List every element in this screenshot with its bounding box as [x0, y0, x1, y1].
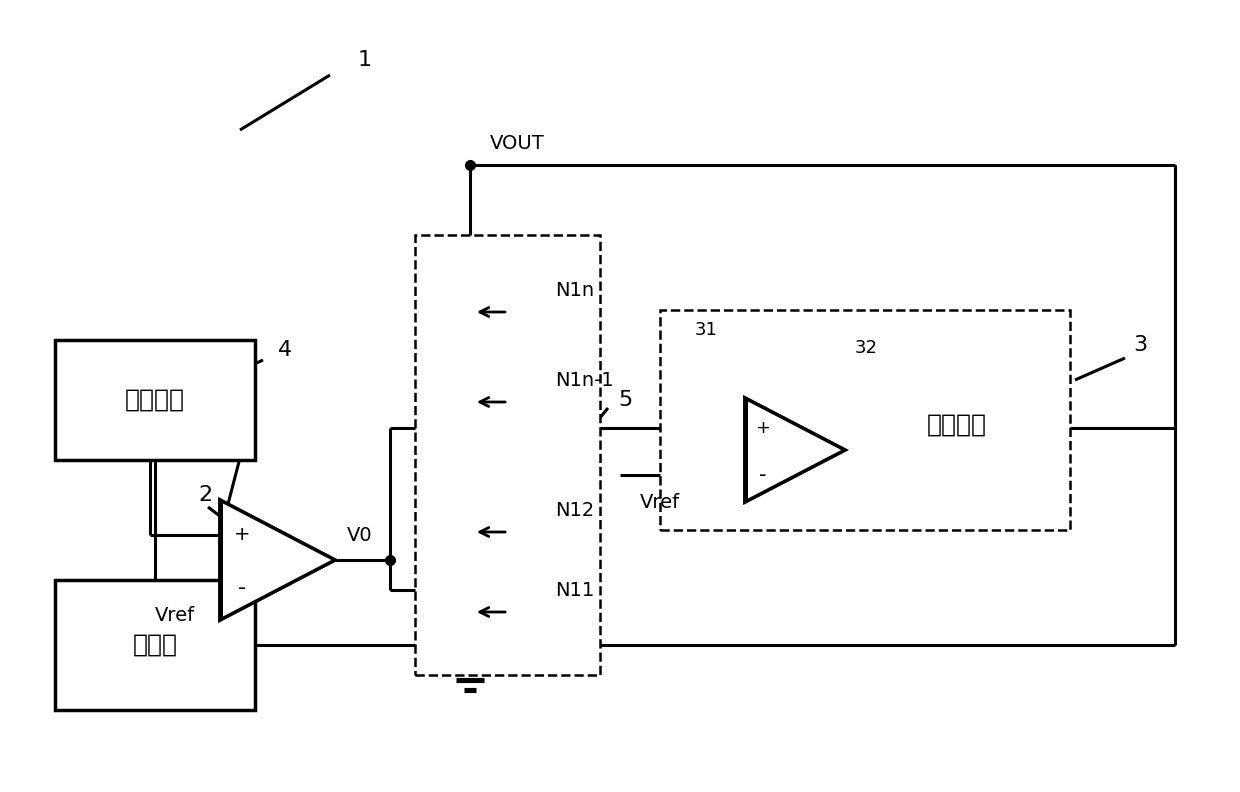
Text: 3: 3 — [1133, 335, 1147, 355]
Text: 4: 4 — [278, 340, 293, 360]
Text: 31: 31 — [694, 321, 718, 339]
Text: -: - — [238, 578, 246, 598]
Bar — [55, 580, 255, 710]
Text: 5: 5 — [618, 390, 632, 410]
Text: 2: 2 — [198, 485, 212, 505]
Text: N12: N12 — [556, 501, 594, 520]
Bar — [660, 310, 1070, 530]
Polygon shape — [748, 398, 848, 502]
Text: -: - — [759, 465, 766, 485]
Text: +: + — [234, 526, 250, 545]
Text: 放电模块: 放电模块 — [928, 413, 987, 437]
Bar — [415, 235, 600, 675]
Text: +: + — [755, 419, 770, 437]
Polygon shape — [223, 500, 339, 620]
Text: VOUT: VOUT — [490, 134, 544, 153]
Polygon shape — [219, 500, 335, 620]
Bar — [55, 340, 255, 460]
Text: N11: N11 — [556, 581, 594, 600]
Text: 32: 32 — [856, 339, 878, 357]
Text: N1n-1: N1n-1 — [556, 371, 614, 390]
Polygon shape — [745, 398, 844, 502]
Text: 时钟电路: 时钟电路 — [125, 388, 185, 412]
Text: 1: 1 — [358, 50, 372, 70]
Bar — [870, 365, 1045, 485]
Text: Vref: Vref — [155, 606, 195, 625]
Text: V0: V0 — [347, 526, 373, 545]
Text: 电荷泵: 电荷泵 — [133, 633, 177, 657]
Text: Vref: Vref — [640, 493, 680, 512]
Text: N1n: N1n — [556, 280, 594, 299]
